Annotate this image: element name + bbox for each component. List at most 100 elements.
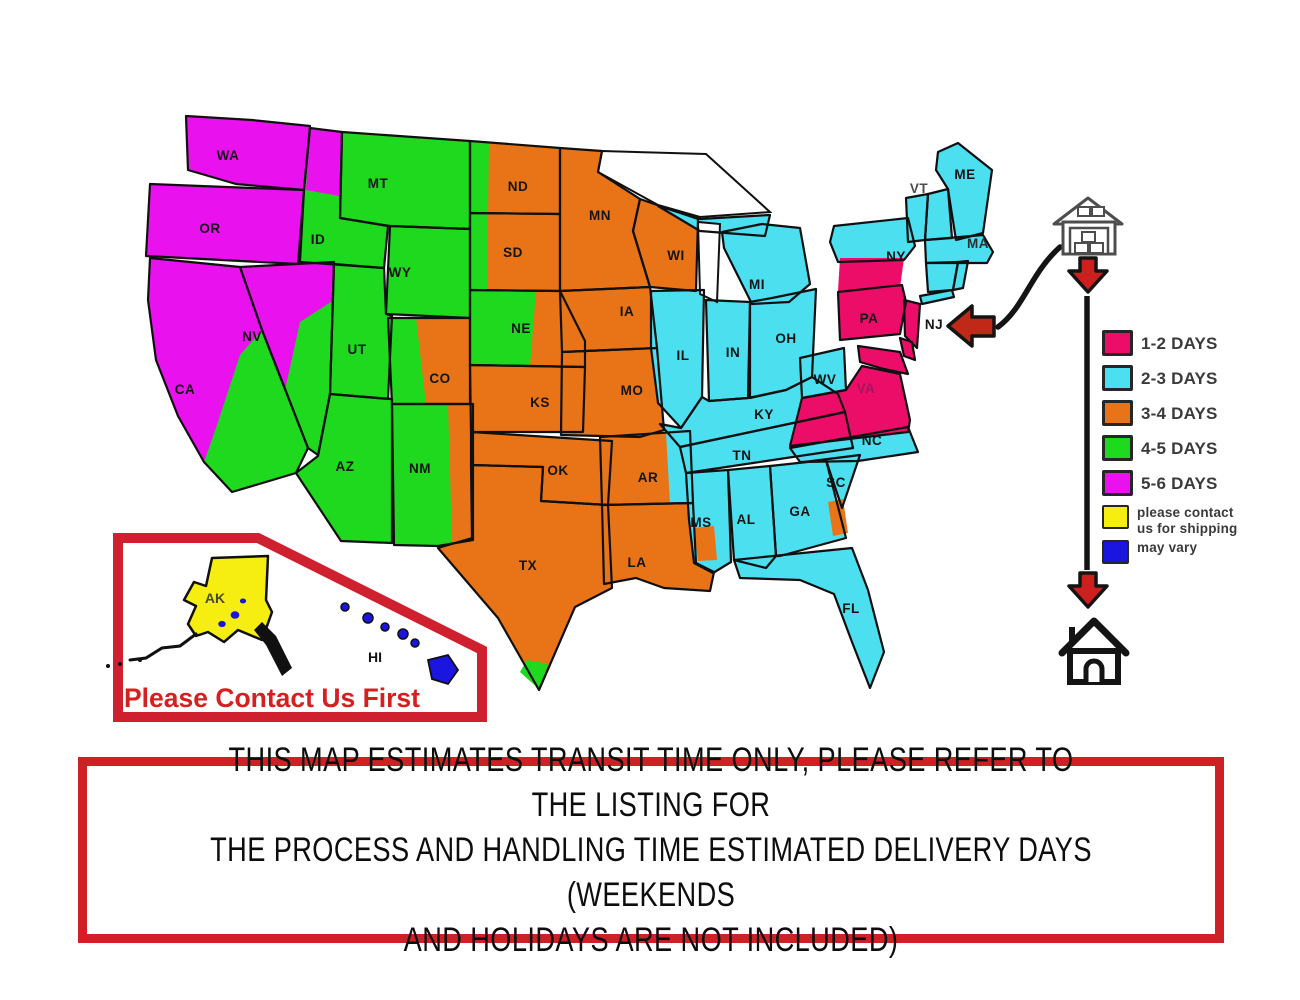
state-NH xyxy=(925,189,952,240)
legend-label-5-6: 5-6 DAYS xyxy=(1141,473,1218,493)
state-border-MI xyxy=(720,222,812,306)
state-label-WY: WY xyxy=(389,265,412,280)
state-WY xyxy=(386,226,470,318)
state-label-NE: NE xyxy=(511,321,531,336)
state-label-SD: SD xyxy=(503,245,523,260)
state-label-NM: NM xyxy=(409,461,431,476)
state-border-WV xyxy=(798,346,848,400)
state-label-KY: KY xyxy=(754,407,774,422)
state-RI xyxy=(953,261,968,290)
state-border-RI xyxy=(951,259,970,292)
state-label-VA: VA xyxy=(857,381,876,396)
state-label-CA: CA xyxy=(175,382,196,397)
states-fill-layer xyxy=(146,116,993,690)
legend-label-contact: please contact us for shipping xyxy=(1137,505,1238,536)
state-label-WA: WA xyxy=(217,148,240,163)
legend-swatch-4-5 xyxy=(1102,435,1133,461)
state-label-MA: MA xyxy=(967,236,989,251)
state-AZ xyxy=(296,394,392,543)
state-WI xyxy=(633,199,698,291)
state-label-AL: AL xyxy=(737,512,756,527)
state-label-TX: TX xyxy=(519,558,537,573)
legend-label-2-3: 2-3 DAYS xyxy=(1141,368,1218,388)
legend-label-3-4: 3-4 DAYS xyxy=(1141,403,1218,423)
legend-item-vary: may vary xyxy=(1102,540,1292,564)
zone-overlay-12 xyxy=(838,258,904,291)
state-label-AR: AR xyxy=(638,470,659,485)
state-MD xyxy=(858,346,908,374)
state-WA xyxy=(186,116,310,190)
state-ND xyxy=(470,141,560,214)
hawaii-island xyxy=(362,612,374,624)
legend-swatch-contact xyxy=(1102,505,1129,529)
state-border-TX xyxy=(436,463,614,692)
state-label-IA: IA xyxy=(620,304,635,319)
state-border-KS xyxy=(468,363,587,434)
state-border-CA xyxy=(146,256,310,494)
warehouse-icon xyxy=(1052,196,1124,256)
state-MI xyxy=(722,224,810,304)
state-OR xyxy=(146,184,304,264)
alaska-panhandle xyxy=(254,622,292,676)
state-VA xyxy=(790,366,910,446)
legend-item-1-2: 1-2 DAYS xyxy=(1102,330,1292,356)
state-label-VT: VT xyxy=(910,181,929,196)
state-extra-1 xyxy=(920,290,954,304)
state-SD xyxy=(470,213,560,291)
alaska-lake xyxy=(218,620,226,628)
aleutian-dot xyxy=(106,664,110,668)
down-arrow-bottom-icon xyxy=(1067,571,1109,609)
state-OK xyxy=(471,432,612,505)
state-WV xyxy=(800,348,846,398)
legend-swatch-3-4 xyxy=(1102,400,1133,426)
zone-overlay-6 xyxy=(470,213,488,290)
state-border-VA xyxy=(788,364,912,448)
state-MO xyxy=(561,348,664,437)
zone-overlay-4 xyxy=(448,404,473,542)
legend-swatch-1-2 xyxy=(1102,330,1133,356)
state-border-MA xyxy=(923,233,995,265)
state-IA xyxy=(560,287,657,352)
zone-overlay-7 xyxy=(470,290,536,366)
state-NJ xyxy=(904,300,920,348)
state-label-UT: UT xyxy=(348,342,367,357)
state-label-SC: SC xyxy=(826,475,846,490)
state-MT xyxy=(340,132,470,229)
state-border-DE xyxy=(898,336,917,362)
legend-label-4-5: 4-5 DAYS xyxy=(1141,438,1218,458)
zone-overlay-2 xyxy=(285,300,334,455)
hawaii-island xyxy=(340,602,350,612)
state-border-NJ xyxy=(902,298,922,350)
zone-overlay-0 xyxy=(306,128,342,196)
left-arrow-icon xyxy=(946,304,996,348)
legend-label-1-2: 1-2 DAYS xyxy=(1141,333,1218,353)
disclaimer-text: THIS MAP ESTIMATES TRANSIT TIME ONLY, PL… xyxy=(210,740,1092,959)
down-arrow-top-icon xyxy=(1067,256,1109,294)
legend-item-4-5: 4-5 DAYS xyxy=(1102,435,1292,461)
alaska-shape xyxy=(182,554,274,644)
zone-overlay-3 xyxy=(416,318,470,404)
state-LA xyxy=(602,503,714,591)
lake-shape xyxy=(696,220,722,304)
state-MA xyxy=(925,235,993,263)
state-label-MS: MS xyxy=(690,515,711,530)
legend: 1-2 DAYS 2-3 DAYS 3-4 DAYS 4-5 DAYS 5-6 DAYS… xyxy=(1102,330,1292,568)
disclaimer-box: THIS MAP ESTIMATES TRANSIT TIME ONLY, PL… xyxy=(78,741,1224,959)
zone-overlay-1 xyxy=(204,330,308,492)
legend-swatch-5-6 xyxy=(1102,470,1133,496)
state-KS xyxy=(470,365,585,432)
home-icon xyxy=(1058,617,1130,685)
state-label-IN: IN xyxy=(726,345,741,360)
route-curve xyxy=(995,244,1063,330)
state-label-NC: NC xyxy=(862,433,883,448)
state-border-AL xyxy=(726,464,778,570)
hawaii-label: HI xyxy=(368,649,382,665)
state-CT xyxy=(926,262,958,292)
state-label-LA: LA xyxy=(628,555,647,570)
inset-note: Please Contact Us First xyxy=(124,683,420,713)
state-IN xyxy=(706,300,750,401)
state-label-PA: PA xyxy=(860,311,879,326)
legend-item-2-3: 2-3 DAYS xyxy=(1102,365,1292,391)
state-border-MD xyxy=(856,344,910,376)
zone-overlay-5 xyxy=(470,141,489,213)
